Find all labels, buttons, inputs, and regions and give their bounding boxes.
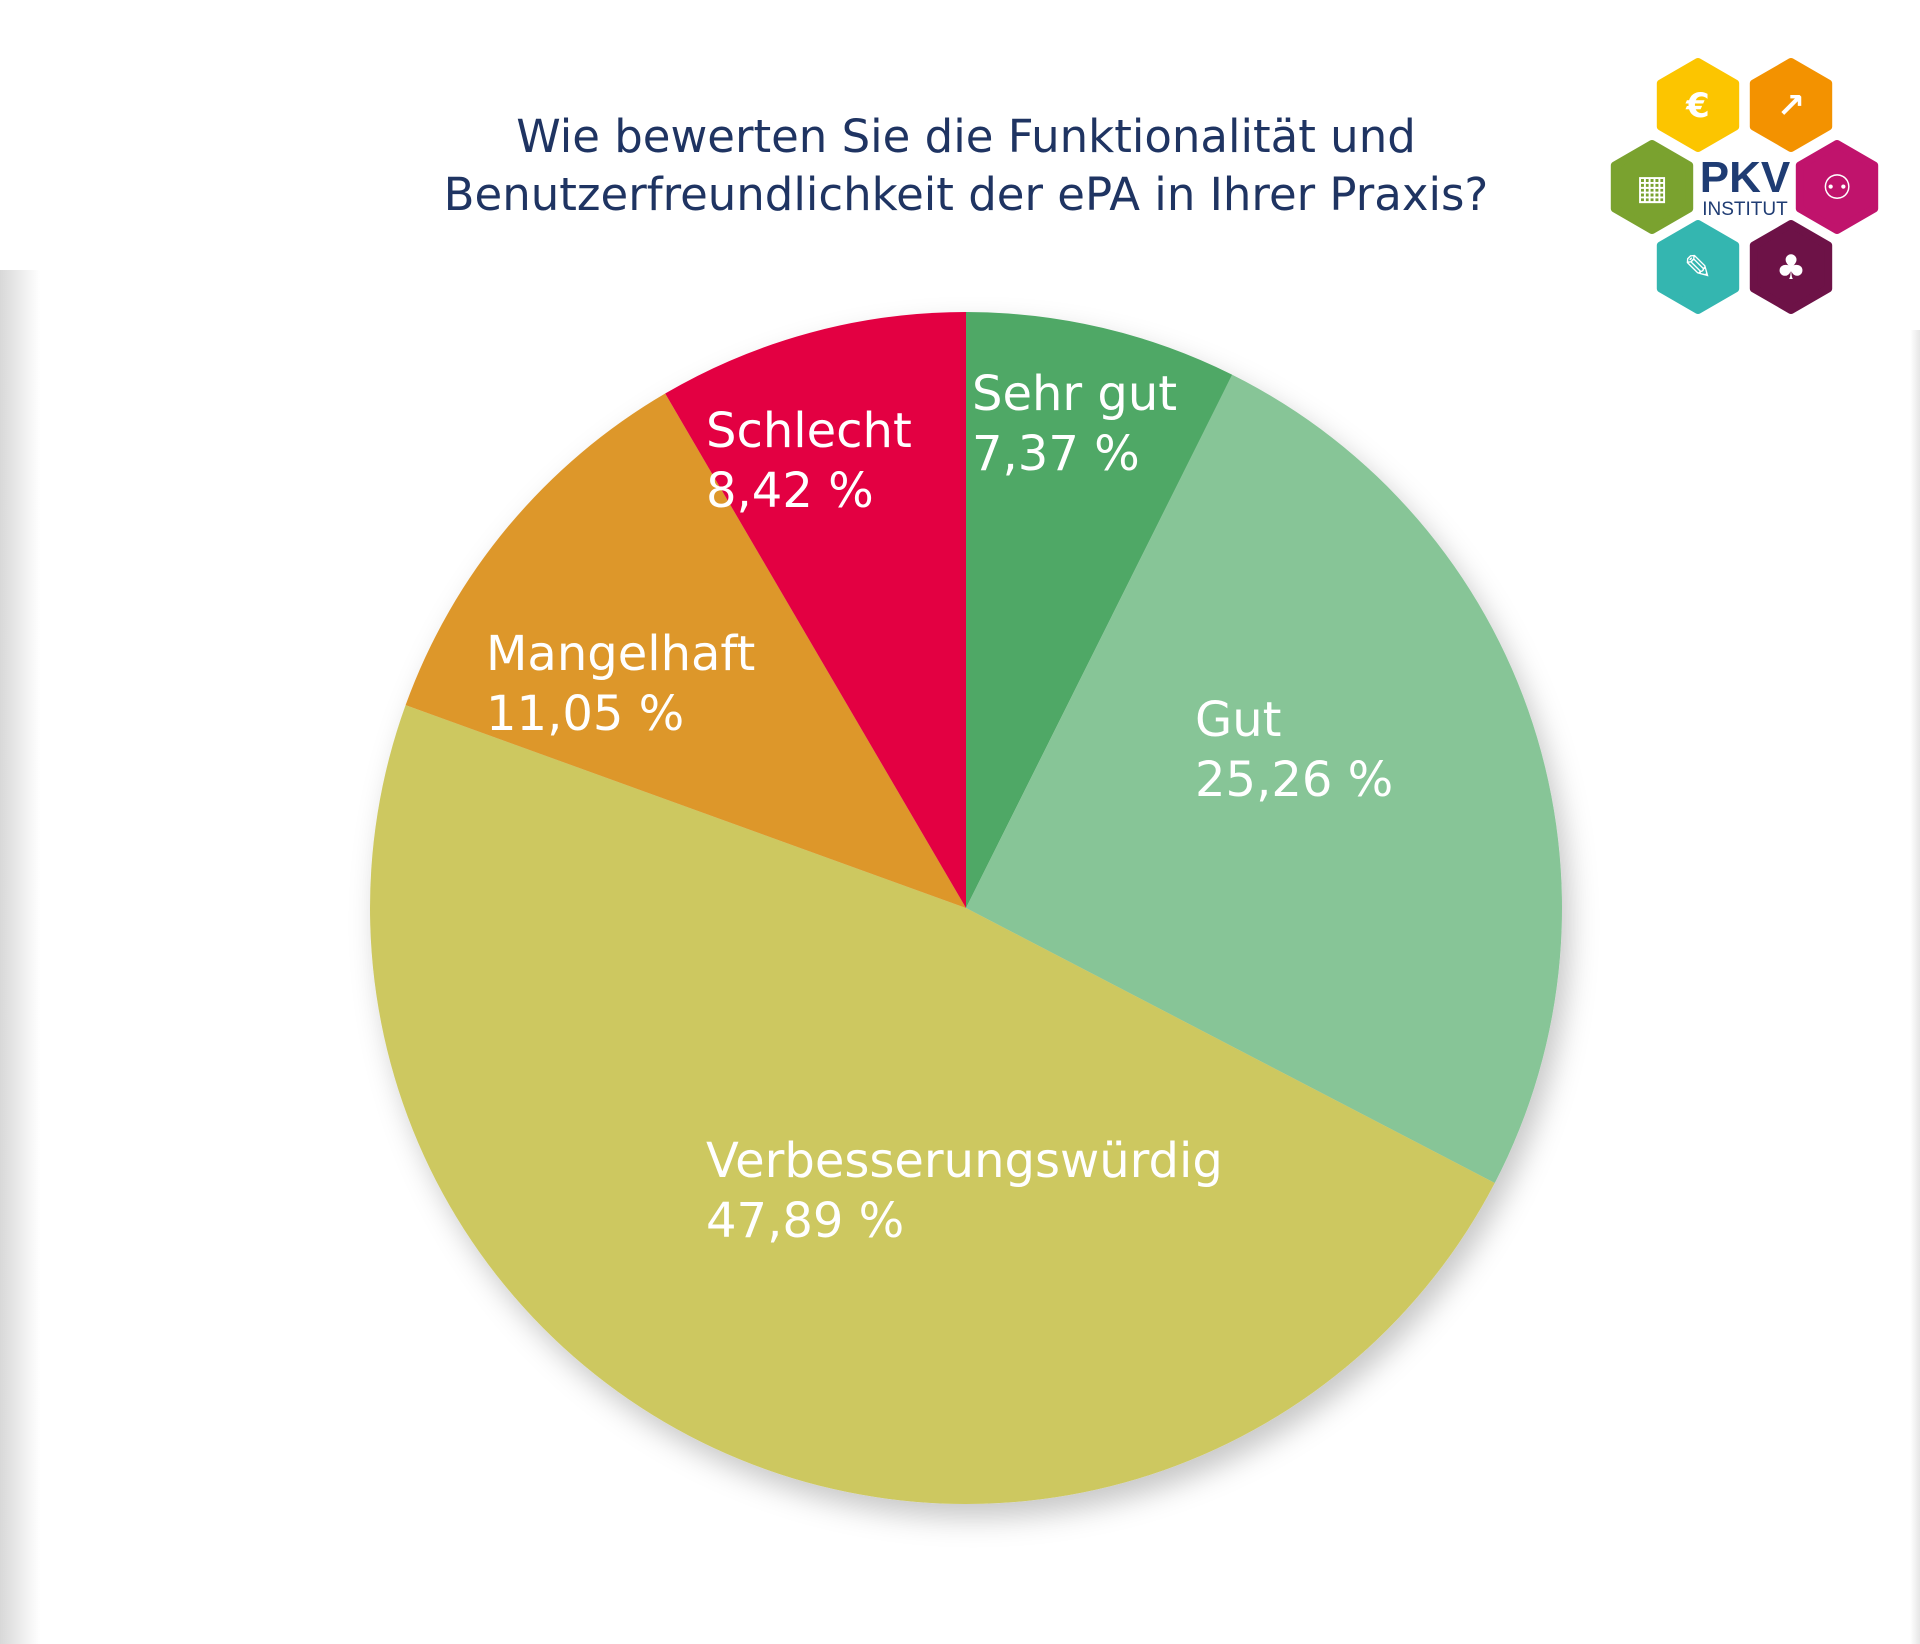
slice-label-name: Mangelhaft — [486, 626, 756, 682]
slice-label-name: Schlecht — [706, 403, 912, 459]
pie-slice-schlecht — [665, 312, 966, 908]
slice-label-name: Sehr gut — [972, 366, 1178, 422]
slice-label-verbesserungswuerdig: Verbesserungswürdig 47,89 % — [706, 1131, 1223, 1251]
chart-title: Wie bewerten Sie die Funktionalität und … — [300, 108, 1632, 224]
tree-icon: ♣ — [1776, 248, 1806, 288]
euro-icon: € — [1685, 86, 1710, 126]
growth-chart-hexagon — [1749, 58, 1833, 152]
pie-slice-gut — [966, 374, 1562, 1184]
slice-label-value: 11,05 % — [486, 686, 685, 742]
slice-label-value: 47,89 % — [706, 1193, 905, 1249]
pie-slice-sehr-gut — [966, 312, 1233, 908]
slice-label-gut: Gut 25,26 % — [1195, 690, 1393, 810]
slice-label-value: 8,42 % — [706, 463, 874, 519]
chart-title-line-2: Benutzerfreundlichkeit der ePA in Ihrer … — [443, 168, 1489, 221]
people-talking-hexagon — [1795, 140, 1879, 234]
puzzle-hexagon — [1610, 140, 1694, 234]
slice-label-name: Gut — [1195, 692, 1282, 748]
pie-slice-mangelhaft — [405, 393, 966, 909]
slice-label-value: 7,37 % — [972, 426, 1140, 482]
page-shadow-left — [0, 270, 40, 1644]
puzzle-icon: ▦ — [1636, 168, 1668, 208]
euro-hexagon — [1656, 58, 1740, 152]
growth-chart-icon: ↗ — [1777, 86, 1806, 126]
slice-label-mangelhaft: Mangelhaft 11,05 % — [486, 624, 755, 744]
people-talking-icon: ⚇ — [1822, 168, 1852, 208]
syringe-hexagon — [1656, 220, 1740, 314]
slice-label-name: Verbesserungswürdig — [706, 1133, 1223, 1189]
slice-label-value: 25,26 % — [1195, 752, 1394, 808]
pie-slice-verbesserungsw-rdig — [370, 705, 1495, 1504]
pkv-institut-logo: € ↗ ▦ ⚇ ✎ ♣ PKV INSTITUT — [1610, 58, 1879, 314]
logo-subtext: INSTITUT — [1702, 199, 1788, 220]
tree-hexagon — [1749, 220, 1833, 314]
page-shadow-right — [1910, 330, 1920, 1644]
logo-text: PKV — [1700, 153, 1791, 202]
chart-title-line-1: Wie bewerten Sie die Funktionalität und — [516, 110, 1416, 163]
slice-label-sehr-gut: Sehr gut 7,37 % — [972, 364, 1177, 484]
slice-label-schlecht: Schlecht 8,42 % — [706, 401, 912, 521]
syringe-icon: ✎ — [1684, 248, 1713, 288]
